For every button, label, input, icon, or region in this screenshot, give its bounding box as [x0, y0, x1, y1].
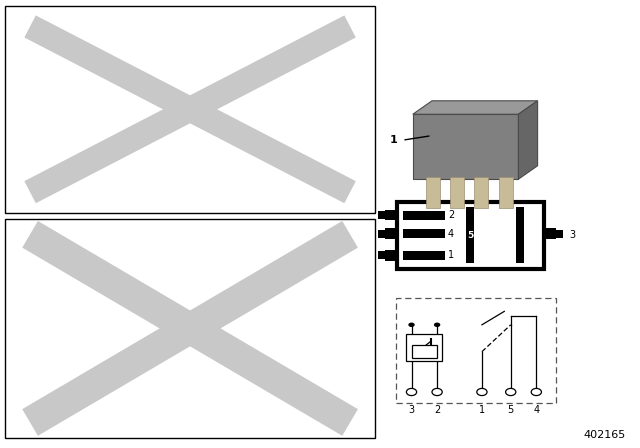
Text: 1: 1 [390, 135, 397, 145]
Text: 4: 4 [448, 229, 454, 239]
Bar [403, 211, 445, 220]
Bar [474, 177, 488, 208]
Text: 3: 3 [408, 405, 415, 415]
Polygon shape [385, 250, 397, 261]
Polygon shape [385, 228, 397, 239]
Bar [466, 207, 474, 263]
Bar [396, 298, 556, 403]
Text: 3: 3 [569, 230, 575, 240]
Circle shape [506, 388, 516, 396]
Text: 5: 5 [508, 405, 514, 415]
Polygon shape [385, 210, 397, 220]
Text: 2: 2 [448, 210, 454, 220]
Bar [5, 219, 375, 438]
Circle shape [477, 388, 487, 396]
Bar [403, 251, 445, 260]
Circle shape [531, 388, 541, 396]
Bar [406, 334, 442, 361]
Polygon shape [544, 228, 556, 239]
Polygon shape [413, 101, 538, 114]
Bar [397, 202, 544, 269]
Circle shape [408, 323, 415, 327]
Text: 2: 2 [434, 405, 440, 415]
Text: 402165: 402165 [584, 430, 626, 440]
Bar [499, 177, 513, 208]
Bar [516, 207, 524, 263]
Circle shape [432, 388, 442, 396]
Bar [5, 6, 375, 213]
Bar [403, 229, 445, 238]
Polygon shape [556, 230, 563, 238]
Polygon shape [518, 101, 538, 179]
Polygon shape [378, 211, 385, 219]
Circle shape [434, 323, 440, 327]
Circle shape [406, 388, 417, 396]
Text: 1: 1 [448, 250, 454, 260]
Polygon shape [378, 251, 385, 259]
Text: 4: 4 [533, 405, 540, 415]
Bar [426, 177, 440, 208]
Text: 1: 1 [479, 405, 485, 415]
Bar [450, 177, 464, 208]
Text: 5: 5 [467, 231, 474, 240]
Bar [412, 345, 437, 358]
Polygon shape [378, 230, 385, 238]
Bar [413, 114, 518, 179]
